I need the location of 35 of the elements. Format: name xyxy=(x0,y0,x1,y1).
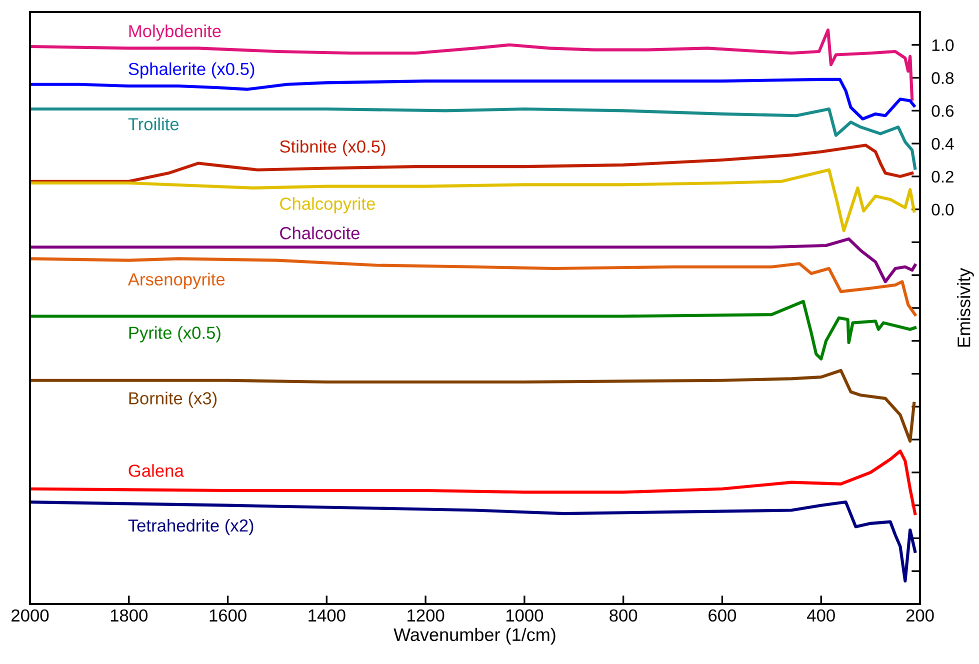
series-label: Troilite xyxy=(128,118,179,130)
x-tick-label: 1400 xyxy=(308,609,346,622)
line-series xyxy=(30,107,917,170)
series-label: Stibnite (x0.5) xyxy=(280,140,386,156)
x-tick-label: 2000 xyxy=(12,609,49,622)
line-series xyxy=(30,300,917,361)
line-series xyxy=(30,257,917,316)
series-label: Tetrahedrite (x2) xyxy=(128,518,254,536)
series-label: Sphalerite (x0.5) xyxy=(128,62,254,79)
y-tick-label: 0.8 xyxy=(932,72,954,84)
line-series xyxy=(30,450,917,516)
x-tick-label: 800 xyxy=(610,609,638,622)
series-label: Arsenopyrite xyxy=(128,272,225,289)
x-tick-label: 1800 xyxy=(110,609,148,622)
series-label: Chalcopyrite xyxy=(280,197,375,214)
x-tick-label: 1600 xyxy=(210,609,246,622)
line-series xyxy=(30,500,917,583)
y-tick-label: 0.2 xyxy=(932,170,954,183)
series-label: Molybdenite xyxy=(129,24,221,41)
x-tick-label: 1200 xyxy=(408,609,444,622)
y-axis-title: Emissivity xyxy=(957,268,974,347)
series-label: Chalcocite xyxy=(280,226,360,240)
x-axis-title: Wavenumber (1/cm) xyxy=(394,628,556,645)
line-series xyxy=(30,368,916,443)
x-tick-label: 600 xyxy=(708,609,736,622)
x-tick-label: 1000 xyxy=(506,609,544,622)
x-tick-label: 400 xyxy=(807,609,835,622)
y-tick-label: 1.0 xyxy=(932,39,954,52)
y-tick-label: 0.6 xyxy=(932,105,954,117)
y-tick-label: 0.4 xyxy=(932,138,954,150)
series-label: Pyrite (x0.5) xyxy=(129,326,220,342)
series-label: Galena xyxy=(128,464,184,477)
series-label: Bornite (x3) xyxy=(129,392,217,408)
y-tick-label: 0.0 xyxy=(932,204,954,216)
x-tick-label: 200 xyxy=(906,609,934,622)
